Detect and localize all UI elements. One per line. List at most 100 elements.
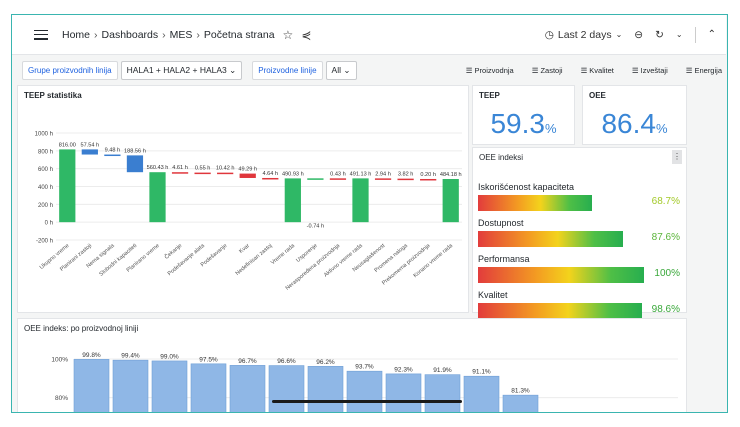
oee-index-bar: [478, 267, 644, 283]
list-icon: ☰: [465, 65, 473, 75]
data-label: 96.7%: [238, 358, 257, 365]
chevron-down-icon: ⌄: [615, 30, 623, 39]
menu-icon[interactable]: [34, 29, 48, 40]
oee-index-row: Iskorišćenost kapaciteta 68.7%: [478, 182, 680, 211]
y-tick-label: 600 h: [38, 167, 53, 173]
oee-line-bar: [424, 374, 461, 412]
waterfall-bar: [420, 178, 437, 181]
oee-value: 86.4%: [583, 108, 686, 140]
lines-filter-label: Proizvodne linije: [252, 60, 323, 80]
oee-index-label: Iskorišćenost kapaciteta: [478, 182, 575, 192]
oee-index-panel: OEE indeksi ⋮ Iskorišćenost kapaciteta 68…: [472, 147, 687, 319]
oee-index-label: Dostupnost: [478, 218, 524, 228]
teep-statistics-panel: TEEP statistika 1000 h 800 h 600 h 400 h 200…: [17, 85, 469, 313]
oee-line-bar: [307, 366, 344, 412]
waterfall-bar: [81, 149, 98, 155]
lines-filter-select[interactable]: All ⌄: [325, 60, 357, 80]
data-label: 0.43 h: [330, 171, 346, 177]
y-tick-label: 1000 h: [35, 132, 53, 138]
data-label: 99.4%: [121, 353, 140, 360]
dashboard-links: ☰ Proizvodnja ☰ Zastoji ☰ Kvalitet ☰ Izvešta…: [466, 66, 726, 75]
oee-line-bar: [112, 359, 149, 412]
star-icon[interactable]: ☆: [282, 27, 294, 42]
x-tick-label: Aktivno vreme rada: [323, 242, 364, 278]
breadcrumb-dashboards[interactable]: Dashboards: [101, 28, 159, 41]
oee-line-bar: [190, 363, 227, 412]
panel-title: OEE indeksi: [479, 153, 524, 162]
panel-title: TEEP: [479, 91, 500, 100]
teep-unit: %: [544, 121, 557, 136]
oee-index-value: 98.6%: [651, 304, 680, 315]
breadcrumb-home[interactable]: Home: [62, 28, 91, 41]
link-izvestaji[interactable]: ☰ Izveštaji: [632, 66, 668, 75]
y-tick-label: 80%: [55, 395, 68, 402]
data-label: 3.82 h: [398, 172, 414, 178]
list-icon: ☰: [531, 65, 539, 75]
x-tick-label: Konano vreme rada: [413, 242, 455, 279]
chevron-up-icon[interactable]: ⌃: [707, 29, 716, 40]
y-tick-label: 100%: [51, 357, 68, 364]
link-zastoji[interactable]: ☰ Zastoji: [532, 66, 563, 75]
teep-number: 59.3: [490, 108, 545, 139]
panel-menu-icon[interactable]: ⋮: [672, 150, 682, 164]
group-filter-value: HALA1 + HALA2 + HALA3: [126, 64, 227, 75]
oee-by-line-panel: OEE indeks: po proizvodnoj liniji 100% 80…: [17, 318, 687, 412]
oee-index-row: Performansa 100%: [478, 254, 680, 283]
data-label: 560.43 h: [147, 165, 169, 171]
y-tick-label: 800 h: [38, 149, 53, 155]
waterfall-bar: [217, 172, 234, 175]
data-label: -0.74 h: [307, 224, 324, 230]
data-label: 96.6%: [277, 358, 296, 365]
top-navbar: Home › Dashboards › MES › Početna strana…: [12, 15, 726, 55]
variable-bar: Grupe proizvodnih linija HALA1 + HALA2 +…: [12, 56, 726, 84]
y-tick-label: -200 h: [36, 239, 53, 245]
list-icon: ☰: [631, 65, 639, 75]
share-icon[interactable]: ⋞: [301, 27, 312, 42]
oee-index-bar: [478, 231, 624, 247]
group-filter-select[interactable]: HALA1 + HALA2 + HALA3 ⌄: [120, 60, 243, 80]
page-title: Početna strana: [203, 28, 275, 41]
oee-number: 86.4: [601, 108, 656, 139]
teep-waterfall-chart: 1000 h 800 h 600 h 400 h 200 h 0 h -200 h 816.0…: [35, 132, 462, 292]
oee-line-bar: [151, 360, 188, 412]
data-label: 2.94 h: [375, 171, 391, 177]
oee-line-bar: [268, 365, 305, 412]
oee-index-value: 68.7%: [651, 196, 680, 207]
waterfall-bar: [104, 154, 121, 157]
oee-index-label: Kvalitet: [478, 290, 508, 300]
zoom-out-icon[interactable]: ⊖: [634, 28, 644, 41]
data-label: 188.56 h: [124, 148, 146, 154]
y-tick-label: 400 h: [38, 185, 53, 191]
time-range-label: Last 2 days: [557, 28, 612, 41]
link-kvalitet[interactable]: ☰ Kvalitet: [581, 66, 614, 75]
refresh-icon[interactable]: ↻: [655, 28, 664, 41]
data-label: 10.42 h: [216, 166, 235, 172]
teep-value: 59.3%: [473, 108, 574, 140]
data-label: 96.2%: [316, 359, 335, 366]
oee-stat-panel: OEE 86.4%: [582, 85, 687, 145]
data-label: 81.3%: [511, 388, 530, 395]
data-label: 91.1%: [472, 369, 491, 376]
horizontal-scrollbar[interactable]: [272, 400, 462, 403]
link-label: Izveštaji: [640, 65, 668, 75]
waterfall-bar: [239, 173, 256, 178]
oee-index-label: Performansa: [478, 254, 530, 264]
clock-icon: ◷: [544, 28, 554, 41]
breadcrumb-mes[interactable]: MES: [169, 28, 193, 41]
waterfall-bar: [329, 178, 347, 180]
refresh-interval-chevron-icon[interactable]: ⌄: [675, 30, 683, 39]
link-energija[interactable]: ☰ Energija: [686, 66, 722, 75]
time-picker[interactable]: ◷ Last 2 days ⌄: [545, 29, 623, 41]
panel-title: OEE: [589, 91, 606, 100]
link-label: Energija: [694, 65, 722, 75]
dashboard-frame: Home › Dashboards › MES › Početna strana…: [11, 14, 728, 413]
waterfall-bar: [352, 178, 369, 223]
oee-index-bar: [478, 195, 593, 211]
data-label: 93.7%: [355, 364, 374, 371]
data-label: 0.55 h: [195, 166, 211, 172]
link-proizvodnja[interactable]: ☰ Proizvodnja: [466, 66, 514, 75]
oee-index-value: 87.6%: [651, 232, 680, 243]
data-label: 99.0%: [160, 353, 179, 360]
list-icon: ☰: [685, 65, 693, 75]
link-label: Proizvodnja: [474, 65, 514, 75]
